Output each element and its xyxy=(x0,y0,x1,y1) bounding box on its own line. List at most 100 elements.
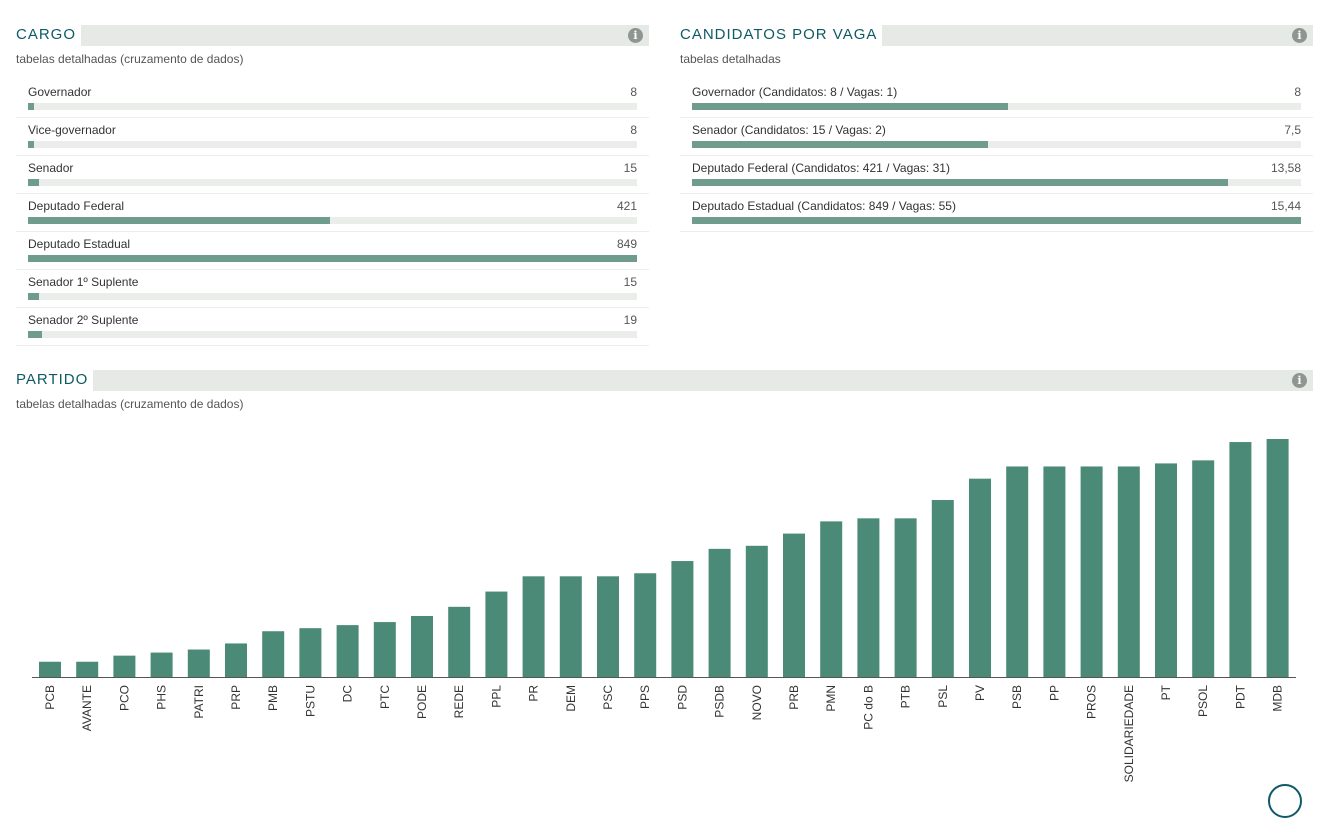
bar-pv[interactable] xyxy=(969,478,991,677)
bar-pco[interactable] xyxy=(113,655,136,677)
cargo-panel: CARGO i tabelas detalhadas (cruzamento d… xyxy=(16,25,649,346)
bar-pmn[interactable] xyxy=(820,521,843,677)
bar-dc[interactable] xyxy=(336,625,359,677)
bar-psdb[interactable] xyxy=(708,548,731,677)
partido-bar-chart: PCB AVANTE PCO PHS PATRI PRP PMB PSTU DC PTC PODE R… xyxy=(32,439,1296,782)
vagas-row[interactable]: Senador (Candidatos: 15 / Vagas: 2) 7,5 xyxy=(680,118,1313,156)
bar-psb[interactable] xyxy=(1006,466,1029,677)
vagas-row[interactable]: Deputado Federal (Candidatos: 421 / Vaga… xyxy=(680,156,1313,194)
vagas-row-bar-fill xyxy=(692,141,988,148)
bar-pcb[interactable] xyxy=(39,661,61,677)
bar-pmb[interactable] xyxy=(262,631,285,677)
vagas-row-value: 15,44 xyxy=(1270,199,1301,213)
bar-patri[interactable] xyxy=(187,649,210,677)
x-tick-label: PRP xyxy=(229,685,243,710)
vagas-info-icon[interactable]: i xyxy=(1292,28,1307,43)
bar-psc[interactable] xyxy=(597,576,619,677)
vagas-row[interactable]: Governador (Candidatos: 8 / Vagas: 1) 8 xyxy=(680,80,1313,118)
partido-subtitle[interactable]: tabelas detalhadas (cruzamento de dados) xyxy=(16,397,244,411)
cargo-row-value: 15 xyxy=(623,275,637,289)
bar-ptb[interactable] xyxy=(894,518,917,677)
partido-info-icon[interactable]: i xyxy=(1292,373,1307,388)
bar-ptc[interactable] xyxy=(373,622,396,677)
scroll-top-button[interactable] xyxy=(1268,784,1302,818)
bar-pp[interactable] xyxy=(1043,466,1066,677)
x-tick-label: PHS xyxy=(155,685,169,710)
cargo-subtitle[interactable]: tabelas detalhadas (cruzamento de dados) xyxy=(16,52,244,66)
cargo-row[interactable]: Governador 8 xyxy=(16,80,649,118)
vagas-row-bar-track xyxy=(692,103,1301,110)
bar-mdb[interactable] xyxy=(1266,439,1289,677)
bar-prb[interactable] xyxy=(783,533,805,677)
x-tick-label: PSDB xyxy=(713,685,727,718)
cargo-row[interactable]: Deputado Estadual 849 xyxy=(16,232,649,270)
vagas-row-bar-fill xyxy=(692,103,1008,110)
cargo-row-value: 849 xyxy=(616,237,637,251)
cargo-title: CARGO xyxy=(16,25,82,46)
x-tick-label: PATRI xyxy=(192,685,206,719)
x-tick-label: PTC xyxy=(378,685,392,709)
bar-avante[interactable] xyxy=(76,661,99,677)
bar-phs[interactable] xyxy=(150,652,173,677)
cargo-row-bar-fill xyxy=(28,141,34,148)
cargo-row[interactable]: Senador 1º Suplente 15 xyxy=(16,270,649,308)
bar-prp[interactable] xyxy=(225,643,247,677)
cargo-row[interactable]: Deputado Federal 421 xyxy=(16,194,649,232)
x-tick-label: SOLIDARIEDADE xyxy=(1122,685,1136,782)
vagas-subtitle[interactable]: tabelas detalhadas xyxy=(680,52,781,66)
cargo-row-value: 15 xyxy=(623,161,637,175)
vagas-row-bar-fill xyxy=(692,179,1228,186)
bar-ppl[interactable] xyxy=(485,591,508,677)
x-tick-label: PODE xyxy=(415,685,429,719)
bar-pr[interactable] xyxy=(522,576,545,677)
cargo-row-label: Vice-governador xyxy=(28,123,116,137)
vagas-row-bar-track xyxy=(692,217,1301,224)
cargo-row-bar-track xyxy=(28,255,637,262)
bar-rede[interactable] xyxy=(448,606,471,677)
x-tick-label: PCO xyxy=(117,685,131,711)
x-tick-label: PPS xyxy=(638,685,652,709)
cargo-row[interactable]: Senador 2º Suplente 19 xyxy=(16,308,649,346)
cargo-row-value: 8 xyxy=(630,123,637,137)
x-tick-label: PROS xyxy=(1085,685,1099,719)
cargo-row-label: Deputado Federal xyxy=(28,199,125,213)
bar-dem[interactable] xyxy=(559,576,582,677)
vagas-list: Governador (Candidatos: 8 / Vagas: 1) 8 Se… xyxy=(680,80,1313,232)
x-tick-label: PPL xyxy=(489,685,503,708)
bar-pt[interactable] xyxy=(1155,463,1177,677)
x-tick-label: PCB xyxy=(43,685,57,710)
bar-solidariedade[interactable] xyxy=(1117,466,1140,677)
bar-pode[interactable] xyxy=(411,615,433,677)
cargo-row-bar-track xyxy=(28,103,637,110)
partido-title: PARTIDO xyxy=(16,370,94,391)
cargo-row[interactable]: Senador 15 xyxy=(16,156,649,194)
bar-pps[interactable] xyxy=(634,573,657,677)
bar-pdt[interactable] xyxy=(1229,442,1252,677)
cargo-row-bar-track xyxy=(28,293,637,300)
bar-psd[interactable] xyxy=(671,561,694,677)
bar-pros[interactable] xyxy=(1080,466,1103,677)
partido-header: PARTIDO i xyxy=(16,370,1313,391)
bar-pstu[interactable] xyxy=(299,628,322,677)
cargo-row-bar-fill xyxy=(28,293,39,300)
cargo-info-icon[interactable]: i xyxy=(628,28,643,43)
x-tick-label: PRB xyxy=(787,685,801,710)
bar-pc-do-b[interactable] xyxy=(857,518,880,677)
cargo-row-value: 421 xyxy=(616,199,637,213)
vagas-row[interactable]: Deputado Estadual (Candidatos: 849 / Vag… xyxy=(680,194,1313,232)
vagas-row-label: Deputado Estadual (Candidatos: 849 / Vag… xyxy=(692,199,956,213)
x-tick-label: PSOL xyxy=(1196,685,1210,717)
vagas-title: CANDIDATOS POR VAGA xyxy=(680,25,883,46)
vagas-row-value: 13,58 xyxy=(1270,161,1301,175)
x-tick-label: PT xyxy=(1159,684,1173,700)
vagas-panel: CANDIDATOS POR VAGA i tabelas detalhadas… xyxy=(680,25,1313,232)
cargo-row[interactable]: Vice-governador 8 xyxy=(16,118,649,156)
x-tick-label: PTB xyxy=(899,685,913,708)
cargo-row-bar-track xyxy=(28,331,637,338)
cargo-row-bar-fill xyxy=(28,255,637,262)
bar-psol[interactable] xyxy=(1192,460,1215,677)
bar-psl[interactable] xyxy=(931,500,954,677)
bar-novo[interactable] xyxy=(745,545,768,677)
partido-panel: PARTIDO i tabelas detalhadas (cruzamento… xyxy=(16,370,1313,425)
cargo-row-label: Governador xyxy=(28,85,92,99)
